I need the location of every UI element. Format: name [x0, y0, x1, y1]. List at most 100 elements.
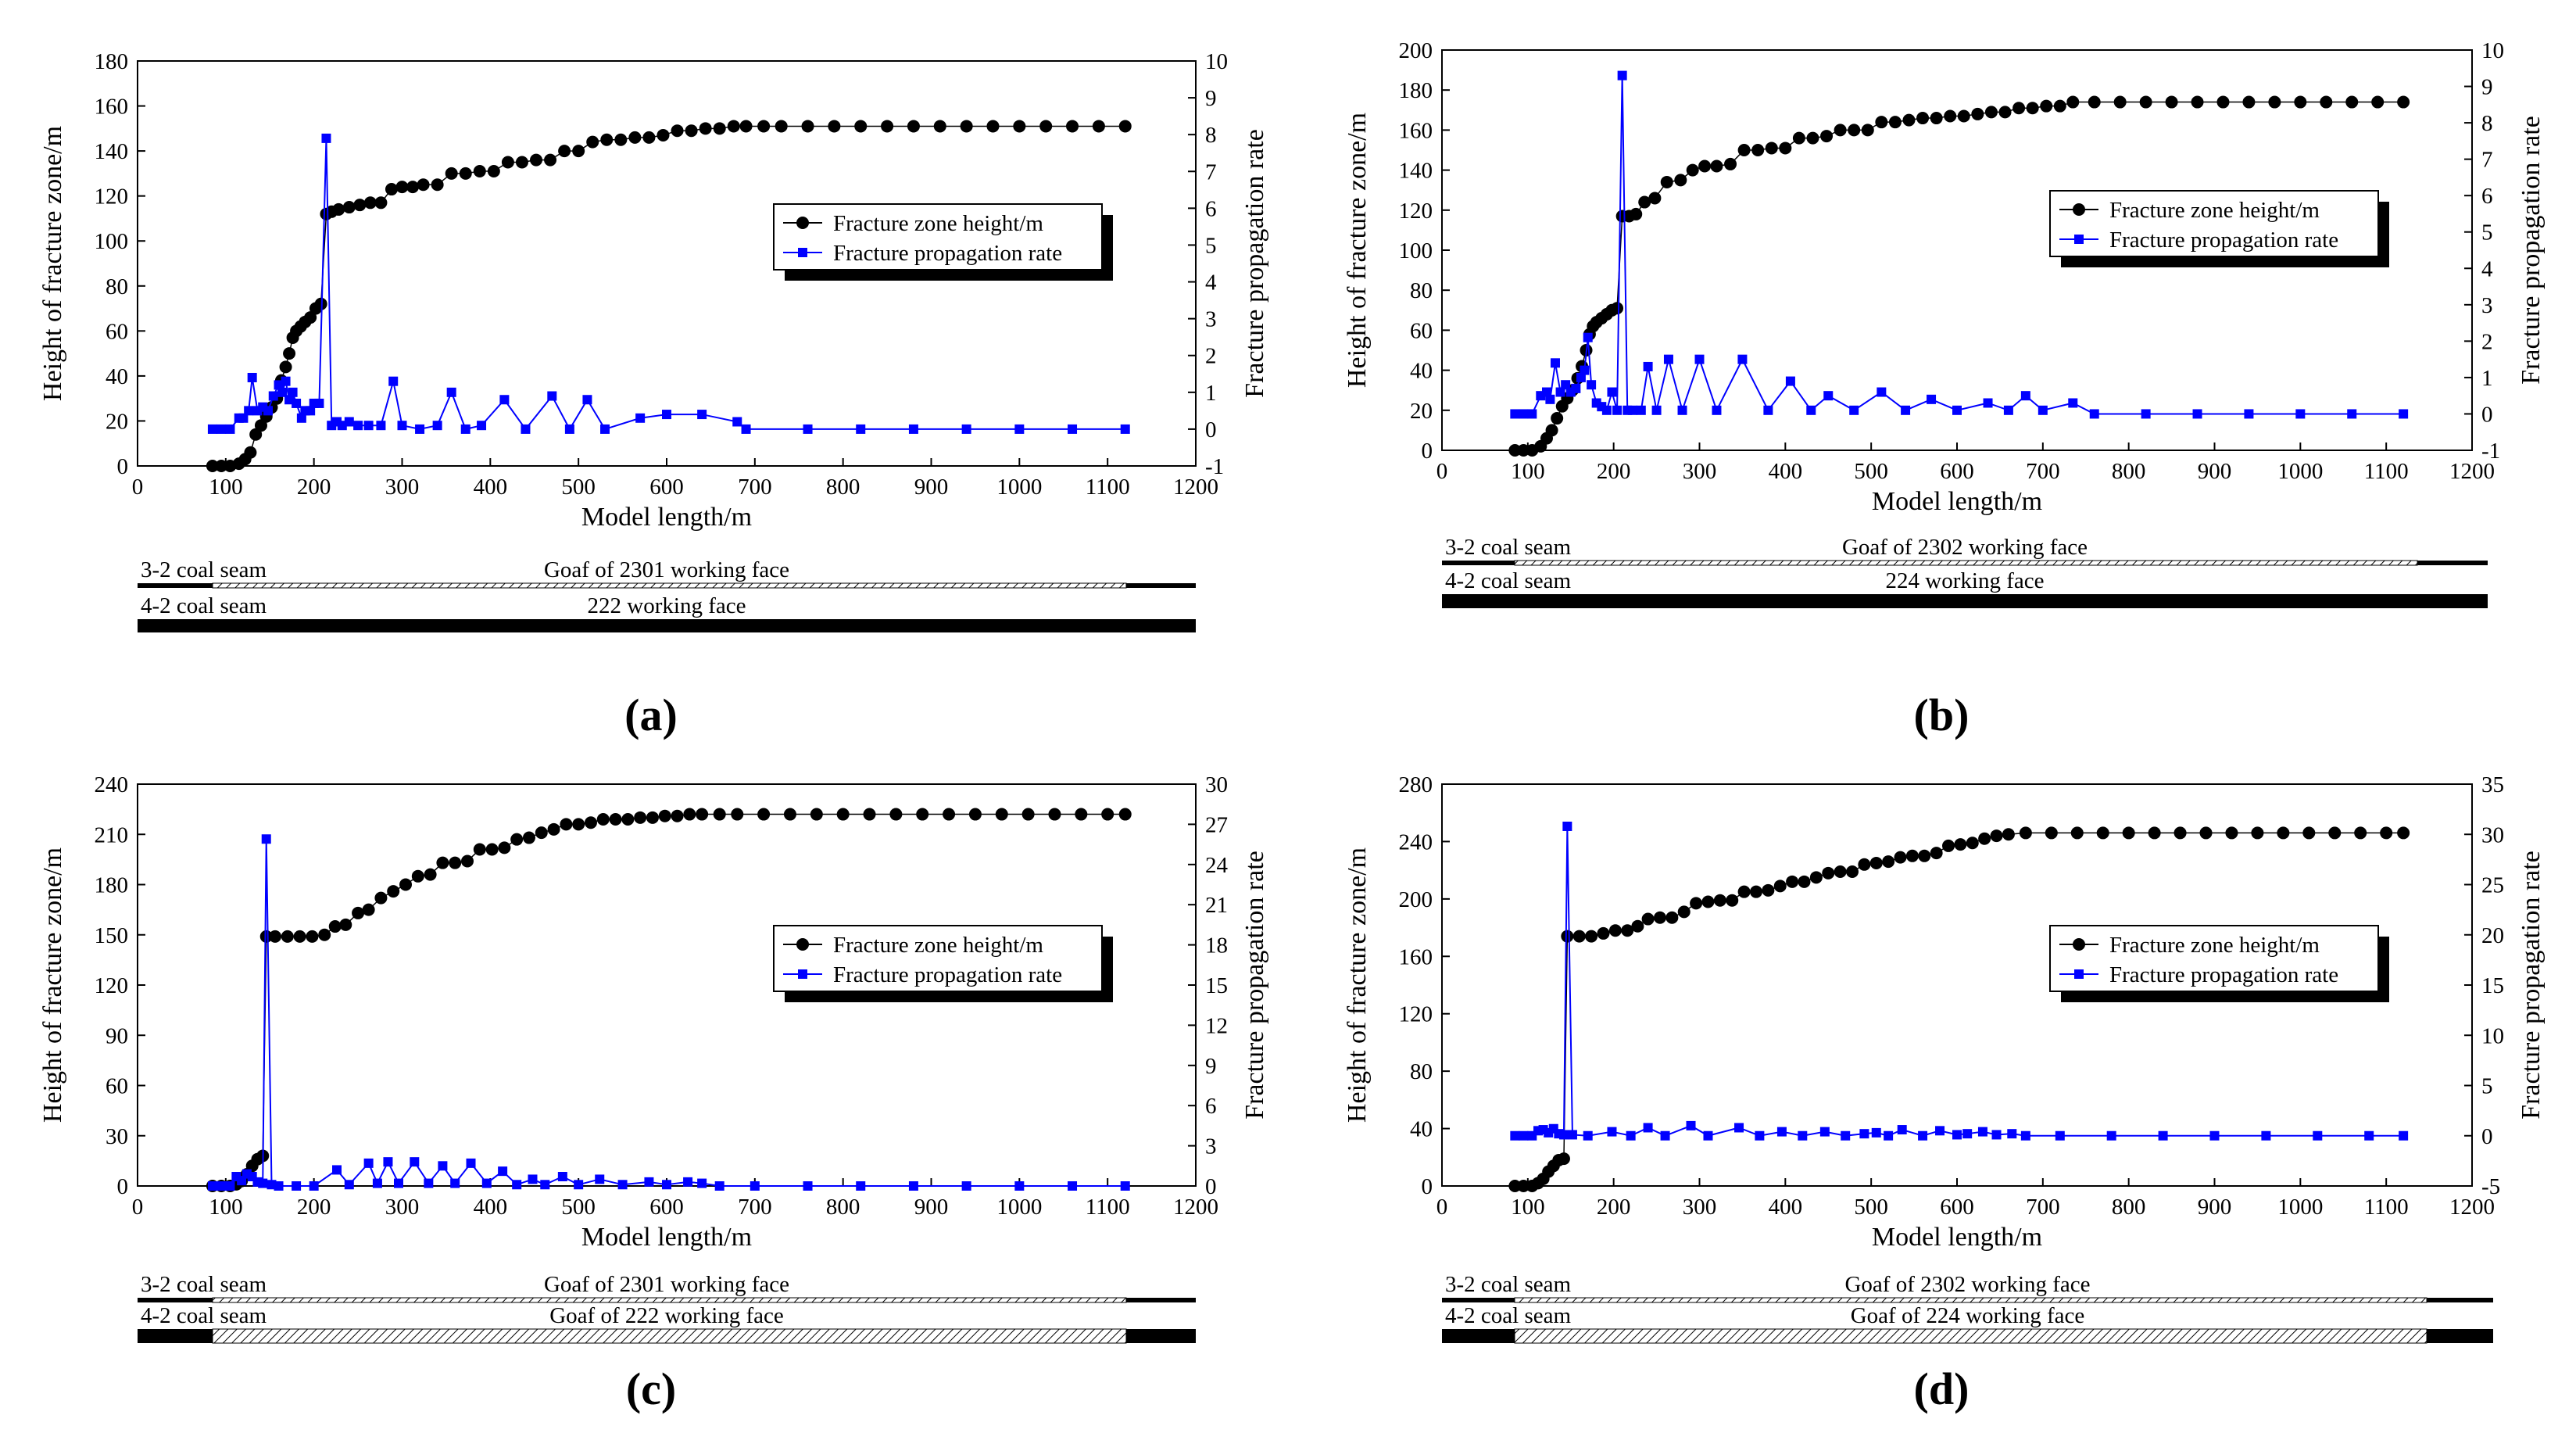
rate-data-point [1755, 1130, 1765, 1141]
legend-entry: Fracture propagation rate [833, 241, 1062, 266]
height-data-point [558, 145, 571, 158]
x-tick-label: 100 [1511, 459, 1545, 484]
rate-data-point [274, 380, 284, 390]
height-data-point [1792, 131, 1805, 145]
height-data-point [473, 843, 486, 856]
legend-box [2049, 190, 2379, 257]
rate-data-point [337, 421, 347, 431]
rate-data-point [2209, 1130, 2220, 1141]
x-tick-label: 500 [1854, 1195, 1888, 1220]
rate-data-point [635, 413, 646, 423]
height-data-point [1611, 302, 1624, 315]
rate-data-point [908, 1181, 918, 1191]
height-data-point [1710, 159, 1723, 173]
strata-bar-3-2: 3-2 coal seam Goaf of 2302 working face [1442, 1272, 2493, 1303]
height-data-point [596, 812, 610, 826]
rate-data-point [1627, 405, 1637, 415]
rate-data-point [1859, 1129, 1869, 1139]
height-data-point [657, 128, 670, 142]
x-tick-label: 1000 [2277, 459, 2323, 484]
rate-data-point [617, 1180, 628, 1190]
height-data-point [1809, 871, 1823, 884]
y-left-tick-label: 0 [117, 454, 129, 479]
height-data-point [683, 808, 696, 821]
panel-label: (b) [1914, 690, 1970, 740]
rate-data-point [1694, 354, 1705, 364]
legend-marker-circle [796, 938, 809, 951]
rate-data-point [383, 1157, 393, 1167]
working-face-label: 224 working face [1886, 568, 2045, 593]
height-data-point [696, 808, 709, 821]
height-data-point [1998, 106, 2012, 119]
y-left-tick-label: 0 [1422, 1174, 1433, 1199]
rate-data-point [2038, 405, 2048, 415]
x-tick-label: 400 [474, 1195, 508, 1220]
y-right-tick-label: 15 [2481, 973, 2504, 998]
rate-data-point [363, 1158, 374, 1168]
rate-data-point [292, 398, 302, 408]
y-right-tick-label: 7 [2481, 148, 2493, 173]
height-data-point [1762, 883, 1775, 897]
rate-data-point [2399, 409, 2409, 419]
height-data-point [1858, 858, 1871, 871]
x-tick-label: 200 [1597, 1195, 1631, 1220]
rate-data-point [1983, 398, 1993, 408]
height-data-point [374, 891, 388, 905]
height-data-point [2380, 826, 2393, 840]
rate-data-point [397, 421, 407, 431]
x-tick-label: 0 [1436, 459, 1448, 484]
height-data-point [1508, 444, 1522, 457]
x-tick-label: 1100 [1086, 475, 1130, 500]
height-data-point [801, 120, 814, 133]
rate-data-point [481, 1178, 492, 1188]
y-right-tick-label: 4 [2481, 256, 2493, 281]
coal-seam-label: 3-2 coal seam [141, 1272, 267, 1297]
height-data-point [685, 124, 698, 138]
y-right-tick-label: 3 [1205, 1134, 1217, 1159]
rate-data-point [1776, 1127, 1787, 1137]
height-data-point [634, 811, 647, 824]
rate-data-point [1819, 1127, 1830, 1137]
x-tick-label: 300 [1683, 459, 1717, 484]
height-data-point [1971, 107, 1984, 120]
height-data-point [1930, 847, 1943, 860]
height-data-point [2174, 826, 2187, 840]
rate-data-point [512, 1180, 522, 1190]
legend: Fracture zone height/m Fracture propagati… [2049, 190, 2389, 267]
rate-data-point [267, 1180, 277, 1190]
rate-data-point [1541, 387, 1551, 397]
height-data-point [1597, 926, 1610, 940]
rate-data-point [1763, 405, 1773, 415]
rate-data-point [1636, 405, 1646, 415]
height-data-point [1916, 112, 1930, 125]
height-data-point [2012, 102, 2026, 115]
height-data-point [1674, 174, 1687, 187]
height-data-point [1990, 829, 2003, 843]
height-data-point [642, 131, 656, 144]
y-left-tick-label: 200 [1399, 38, 1433, 63]
rate-data-point [1806, 405, 1816, 415]
working-face-label: 222 working face [588, 593, 746, 618]
height-data-point [449, 856, 462, 869]
rate-data-point [2399, 1130, 2409, 1141]
height-data-point [215, 460, 228, 472]
rate-data-point [2020, 1130, 2030, 1141]
y-left-tick-label: 160 [1399, 118, 1433, 143]
rate-data-point [344, 417, 354, 427]
rate-data-point [284, 395, 295, 405]
y-right-tick-label: 35 [2481, 772, 2504, 797]
coal-seam-label: 4-2 coal seam [1445, 1303, 1571, 1328]
rate-data-point [521, 424, 531, 434]
height-data-point [385, 183, 398, 196]
height-data-point [2277, 826, 2290, 840]
height-data-point [306, 930, 319, 943]
x-axis-label: Model length/m [581, 1223, 752, 1252]
y-left-tick-label: 0 [117, 1174, 129, 1199]
rate-data-point [424, 1178, 434, 1188]
height-data-point [1066, 120, 1079, 133]
x-tick-label: 400 [1769, 459, 1803, 484]
height-data-point [1737, 885, 1751, 898]
y-right-tick-label: -1 [1205, 454, 1224, 479]
legend-marker-square [798, 969, 807, 979]
rate-data-point [1734, 1123, 1744, 1133]
